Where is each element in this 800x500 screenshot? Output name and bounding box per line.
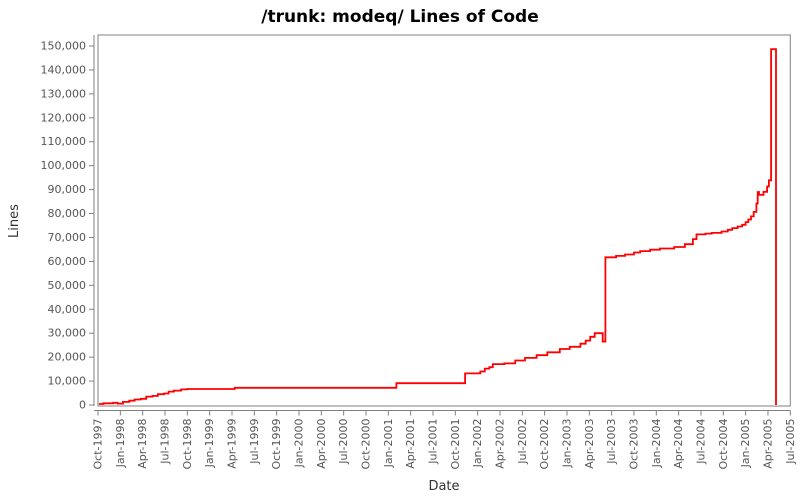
x-tick-label: Jul-2002 [516, 419, 529, 465]
x-tick-label: Oct-2004 [717, 419, 730, 470]
x-axis-title: Date [428, 479, 459, 494]
x-tick-label: Apr-2003 [583, 419, 596, 469]
y-tick-label: 150,000 [41, 40, 87, 53]
loc-line-series [98, 48, 777, 405]
y-tick-label: 50,000 [48, 279, 87, 292]
x-tick-label: Apr-2002 [493, 419, 506, 469]
x-tick-label: Oct-1997 [92, 419, 105, 470]
tick-labels: 0 10,000 20,000 30,000 40,000 50,000 60,000 70,… [41, 40, 797, 470]
x-tick-label: Jan-2001 [382, 419, 395, 469]
x-tick-label: Oct-2001 [449, 419, 462, 470]
y-tick-label: 70,000 [48, 231, 87, 244]
y-tick-label: 100,000 [41, 159, 87, 172]
x-tick-label: Oct-2000 [359, 419, 372, 470]
y-tick-label: 60,000 [48, 255, 87, 268]
y-tick-label: 0 [79, 399, 86, 412]
plot-border [97, 34, 791, 407]
x-tick-label: Jan-1998 [114, 419, 127, 469]
x-tick-label: Jan-2000 [292, 419, 305, 469]
y-tick-label: 110,000 [41, 135, 87, 148]
tick-marks [89, 45, 791, 416]
y-tick-label: 140,000 [41, 63, 87, 76]
x-tick-label: Apr-1998 [136, 419, 149, 469]
x-tick-label: Oct-1999 [270, 419, 283, 470]
x-tick-label: Jul-1999 [248, 419, 261, 465]
x-tick-label: Jan-2005 [739, 419, 752, 469]
y-tick-label: 30,000 [48, 327, 87, 340]
y-tick-label: 10,000 [48, 375, 87, 388]
x-tick-label: Apr-2000 [315, 419, 328, 469]
x-tick-label: Jul-2005 [784, 419, 797, 465]
x-tick-label: Apr-2005 [761, 419, 774, 469]
x-tick-label: Jul-2004 [694, 419, 707, 465]
y-axis-title: Lines [7, 204, 22, 238]
x-tick-label: Jul-2003 [605, 419, 618, 465]
x-tick-label: Jul-2001 [426, 419, 439, 465]
x-tick-label: Oct-2002 [538, 419, 551, 470]
x-tick-label: Apr-1999 [225, 419, 238, 469]
x-tick-label: Jan-2004 [650, 419, 663, 469]
x-tick-label: Jul-1998 [158, 419, 171, 465]
y-tick-label: 90,000 [48, 183, 87, 196]
x-tick-label: Oct-1998 [181, 419, 194, 470]
x-tick-label: Oct-2003 [627, 419, 640, 470]
x-tick-label: Jan-2002 [471, 419, 484, 469]
x-tick-label: Jan-1999 [203, 419, 216, 469]
x-tick-label: Jul-2000 [337, 419, 350, 465]
chart-title: /trunk: modeq/ Lines of Code [261, 7, 539, 27]
y-tick-label: 40,000 [48, 303, 87, 316]
x-tick-label: Apr-2004 [672, 419, 685, 469]
x-tick-label: Jan-2003 [560, 419, 573, 469]
y-tick-label: 120,000 [41, 111, 87, 124]
y-tick-label: 80,000 [48, 207, 87, 220]
x-tick-label: Apr-2001 [404, 419, 417, 469]
y-tick-label: 20,000 [48, 351, 87, 364]
y-tick-label: 130,000 [41, 87, 87, 100]
